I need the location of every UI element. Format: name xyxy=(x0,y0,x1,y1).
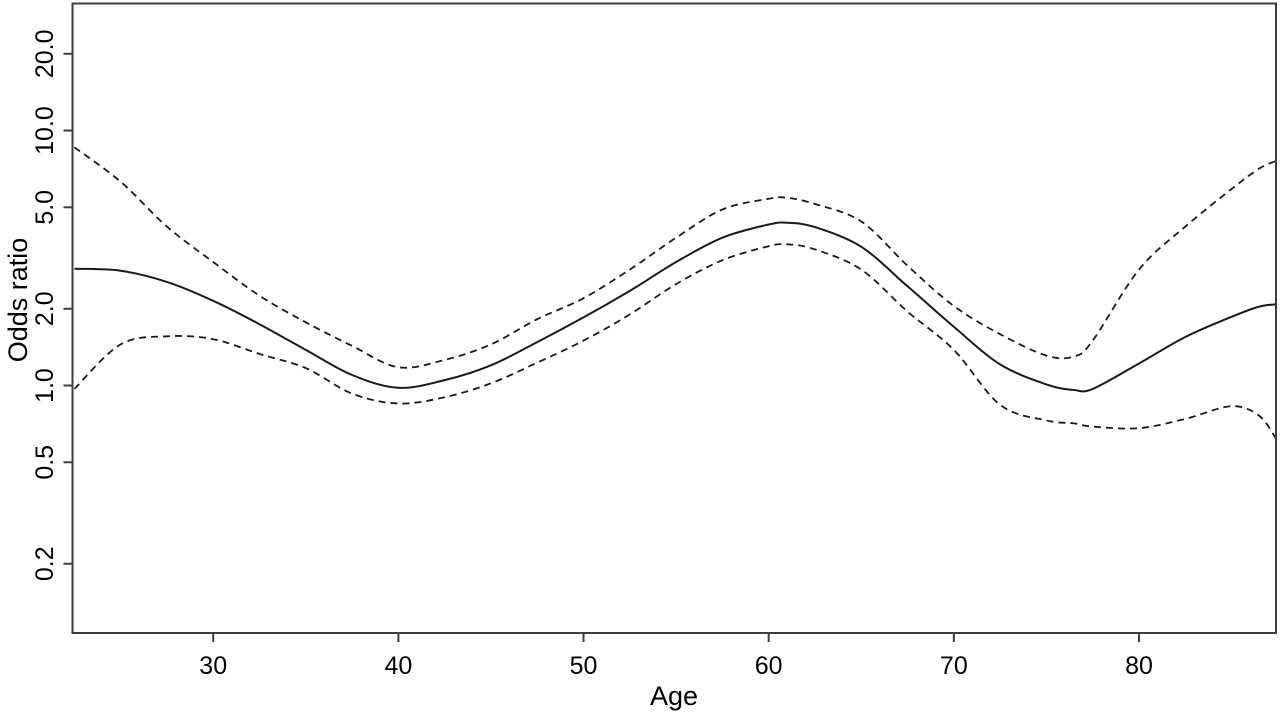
y-tick-label: 10.0 xyxy=(31,106,59,155)
x-axis-title: Age xyxy=(650,681,698,711)
x-tick-label: 70 xyxy=(940,652,968,680)
y-tick-label: 0.2 xyxy=(31,546,59,581)
estimate-line xyxy=(74,221,1276,393)
y-tick-label: 2.0 xyxy=(31,291,59,326)
y-tick-label: 1.0 xyxy=(31,368,59,403)
upper-ci-line xyxy=(73,146,1276,369)
x-tick-label: 40 xyxy=(384,652,412,680)
y-tick-label: 5.0 xyxy=(31,190,59,225)
y-tick-label: 0.5 xyxy=(31,445,59,480)
x-tick-label: 60 xyxy=(755,652,783,680)
plot-border xyxy=(71,2,1277,634)
x-tick-label: 80 xyxy=(1125,652,1153,680)
x-tick-label: 30 xyxy=(199,652,227,680)
x-tick-label: 50 xyxy=(570,652,598,680)
lower-ci-line xyxy=(73,243,1276,440)
y-axis-title: Odds ratio xyxy=(3,238,33,363)
y-tick-label: 20.0 xyxy=(31,29,59,78)
